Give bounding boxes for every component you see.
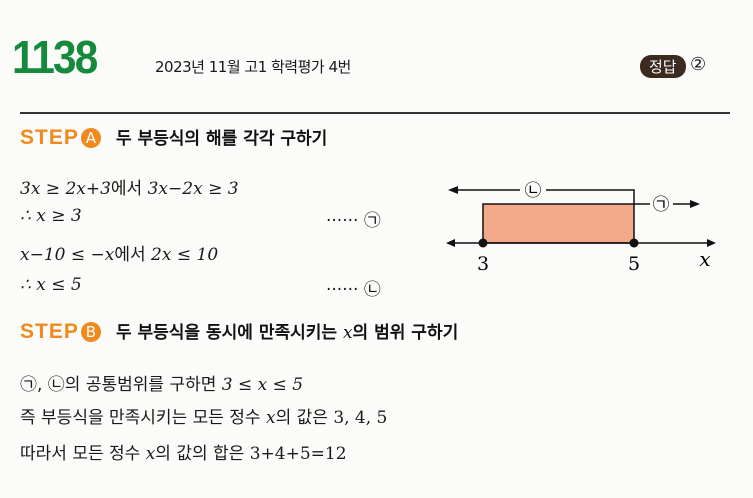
step-a-heading: STEP A 두 부등식의 해를 각각 구하기: [20, 124, 327, 150]
math: 3x ≥ 2x+3: [20, 179, 111, 199]
label-upper: ㉡: [525, 181, 542, 201]
range-line-upper: [452, 189, 635, 204]
text: 따라서 모든 정수: [20, 444, 146, 464]
answer-badge: 정답: [640, 55, 686, 78]
text: 에서: [114, 245, 152, 265]
tick-3: 3: [477, 253, 489, 275]
label-lower: ㉠: [653, 195, 670, 215]
step-b-line-1: ㉠, ㉡의 공통범위를 구하면 3 ≤ x ≤ 5: [20, 370, 303, 395]
solution-region: [482, 203, 635, 244]
math: 2x ≤ 10: [151, 245, 219, 265]
math: x: [265, 408, 276, 428]
axis-label: x: [699, 247, 710, 271]
step-title: 두 부등식의 해를 각각 구하기: [115, 129, 328, 149]
math: x−10 ≤ −x: [20, 245, 115, 265]
problem-source: 2023년 11월 고1 학력평가 4번: [155, 58, 351, 76]
answer-value: ②: [690, 54, 707, 75]
text: 즉 부등식을 만족시키는 모든 정수: [20, 408, 266, 428]
text: 두 부등식을 동시에 만족시키는: [115, 323, 343, 343]
problem-number: 1138: [12, 31, 98, 83]
step-b-heading: STEP B 두 부등식을 동시에 만족시키는 x의 범위 구하기: [20, 318, 458, 344]
step-label: STEP: [20, 320, 79, 343]
step-a-line-3: x−10 ≤ −x에서 2x ≤ 10: [20, 240, 218, 265]
tick-5: 5: [628, 253, 640, 275]
math: x: [342, 323, 353, 343]
tag-a: ······ ㉠: [326, 211, 381, 231]
arrow-left-icon: [448, 186, 458, 194]
tag-b: ······ ㉡: [326, 280, 381, 300]
math: 3+4+5=12: [249, 444, 347, 464]
step-label: STEP: [20, 126, 79, 149]
point-3: [478, 238, 488, 248]
math: 3 ≤ x ≤ 5: [221, 375, 304, 395]
text: 에서: [110, 179, 148, 199]
step-title: 두 부등식을 동시에 만족시키는 x의 범위 구하기: [116, 323, 458, 343]
divider: [20, 112, 730, 114]
text: 의 범위 구하기: [352, 323, 459, 343]
point-5: [629, 238, 639, 248]
step-a-line-1: 3x ≥ 2x+3에서 3x−2x ≥ 3: [20, 174, 239, 199]
step-b-line-3: 따라서 모든 정수 x의 값의 합은 3+4+5=12: [20, 439, 347, 464]
step-a-line-2: ∴ x ≥ 3: [20, 206, 82, 226]
step-letter: B: [80, 322, 101, 342]
step-a-line-4: ∴ x ≤ 5: [20, 275, 82, 295]
arrow-right-icon: [690, 200, 700, 208]
math: x: [145, 444, 156, 464]
step-letter: A: [80, 128, 101, 148]
text: 의 값은: [275, 408, 334, 428]
text: ㉠, ㉡의 공통범위를 구하면: [20, 375, 222, 395]
text: 의 값의 합은: [155, 444, 250, 464]
math: 3, 4, 5: [333, 408, 388, 428]
step-b-line-2: 즉 부등식을 만족시키는 모든 정수 x의 값은 3, 4, 5: [20, 403, 387, 428]
math: 3x−2x ≥ 3: [147, 179, 239, 199]
